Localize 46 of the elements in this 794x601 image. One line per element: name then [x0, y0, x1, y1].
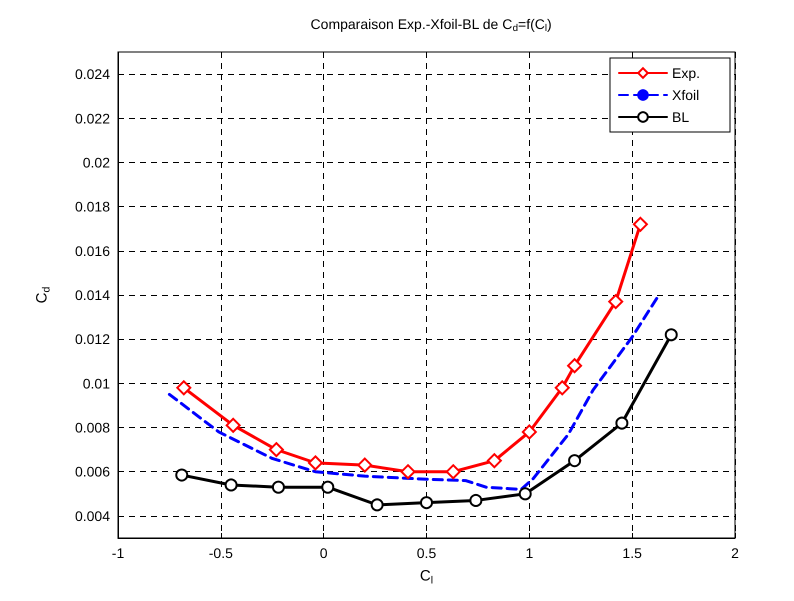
- point: [321, 480, 334, 494]
- y-tick-label: 0.016: [74, 242, 110, 259]
- x-tick-label: 1: [525, 545, 534, 561]
- y-tick-label: 0.008: [74, 420, 110, 436]
- point: [176, 380, 192, 396]
- x-tick-label: -1: [112, 545, 124, 561]
- point: [175, 468, 188, 482]
- point: [268, 442, 284, 458]
- point: [469, 494, 482, 507]
- legend-label: BL: [672, 109, 690, 125]
- x-tick-label: 2: [731, 545, 740, 561]
- point: [272, 480, 285, 494]
- x-tick-label: 1.5: [622, 545, 642, 561]
- point: [567, 358, 582, 374]
- point: [224, 478, 238, 492]
- point: [554, 380, 570, 396]
- point: [518, 487, 532, 500]
- x-tick-label: 0: [320, 545, 328, 561]
- point: [446, 464, 461, 480]
- y-tick-label: 0.024: [74, 66, 110, 82]
- point: [370, 498, 384, 512]
- point: [608, 294, 624, 310]
- point: [357, 458, 372, 473]
- point: [486, 453, 502, 468]
- point: [568, 454, 582, 468]
- y-tick-label: 0.022: [74, 110, 110, 126]
- point: [226, 418, 241, 433]
- y-tick-label: 0.02: [82, 154, 110, 170]
- point: [522, 424, 537, 440]
- point: [615, 416, 628, 430]
- point: [420, 496, 433, 510]
- y-tick-label: 0.004: [74, 508, 110, 524]
- y-tick-label: 0.006: [74, 464, 110, 480]
- x-tick-label: 0.5: [416, 545, 436, 561]
- y-axis-title: Cd: [34, 286, 52, 304]
- x-tick-label: -0.5: [208, 545, 234, 561]
- y-tick-label: 0.014: [74, 287, 110, 303]
- y-tick-label: 0.01: [82, 375, 110, 392]
- y-tick-label: 0.012: [74, 331, 110, 348]
- point: [308, 455, 323, 470]
- legend-label: Xfoil: [672, 87, 700, 103]
- point: [664, 328, 678, 342]
- legend-label: Exp.: [672, 65, 700, 81]
- point: [632, 216, 648, 232]
- point: [400, 464, 416, 480]
- y-tick-label: 0.018: [74, 198, 110, 215]
